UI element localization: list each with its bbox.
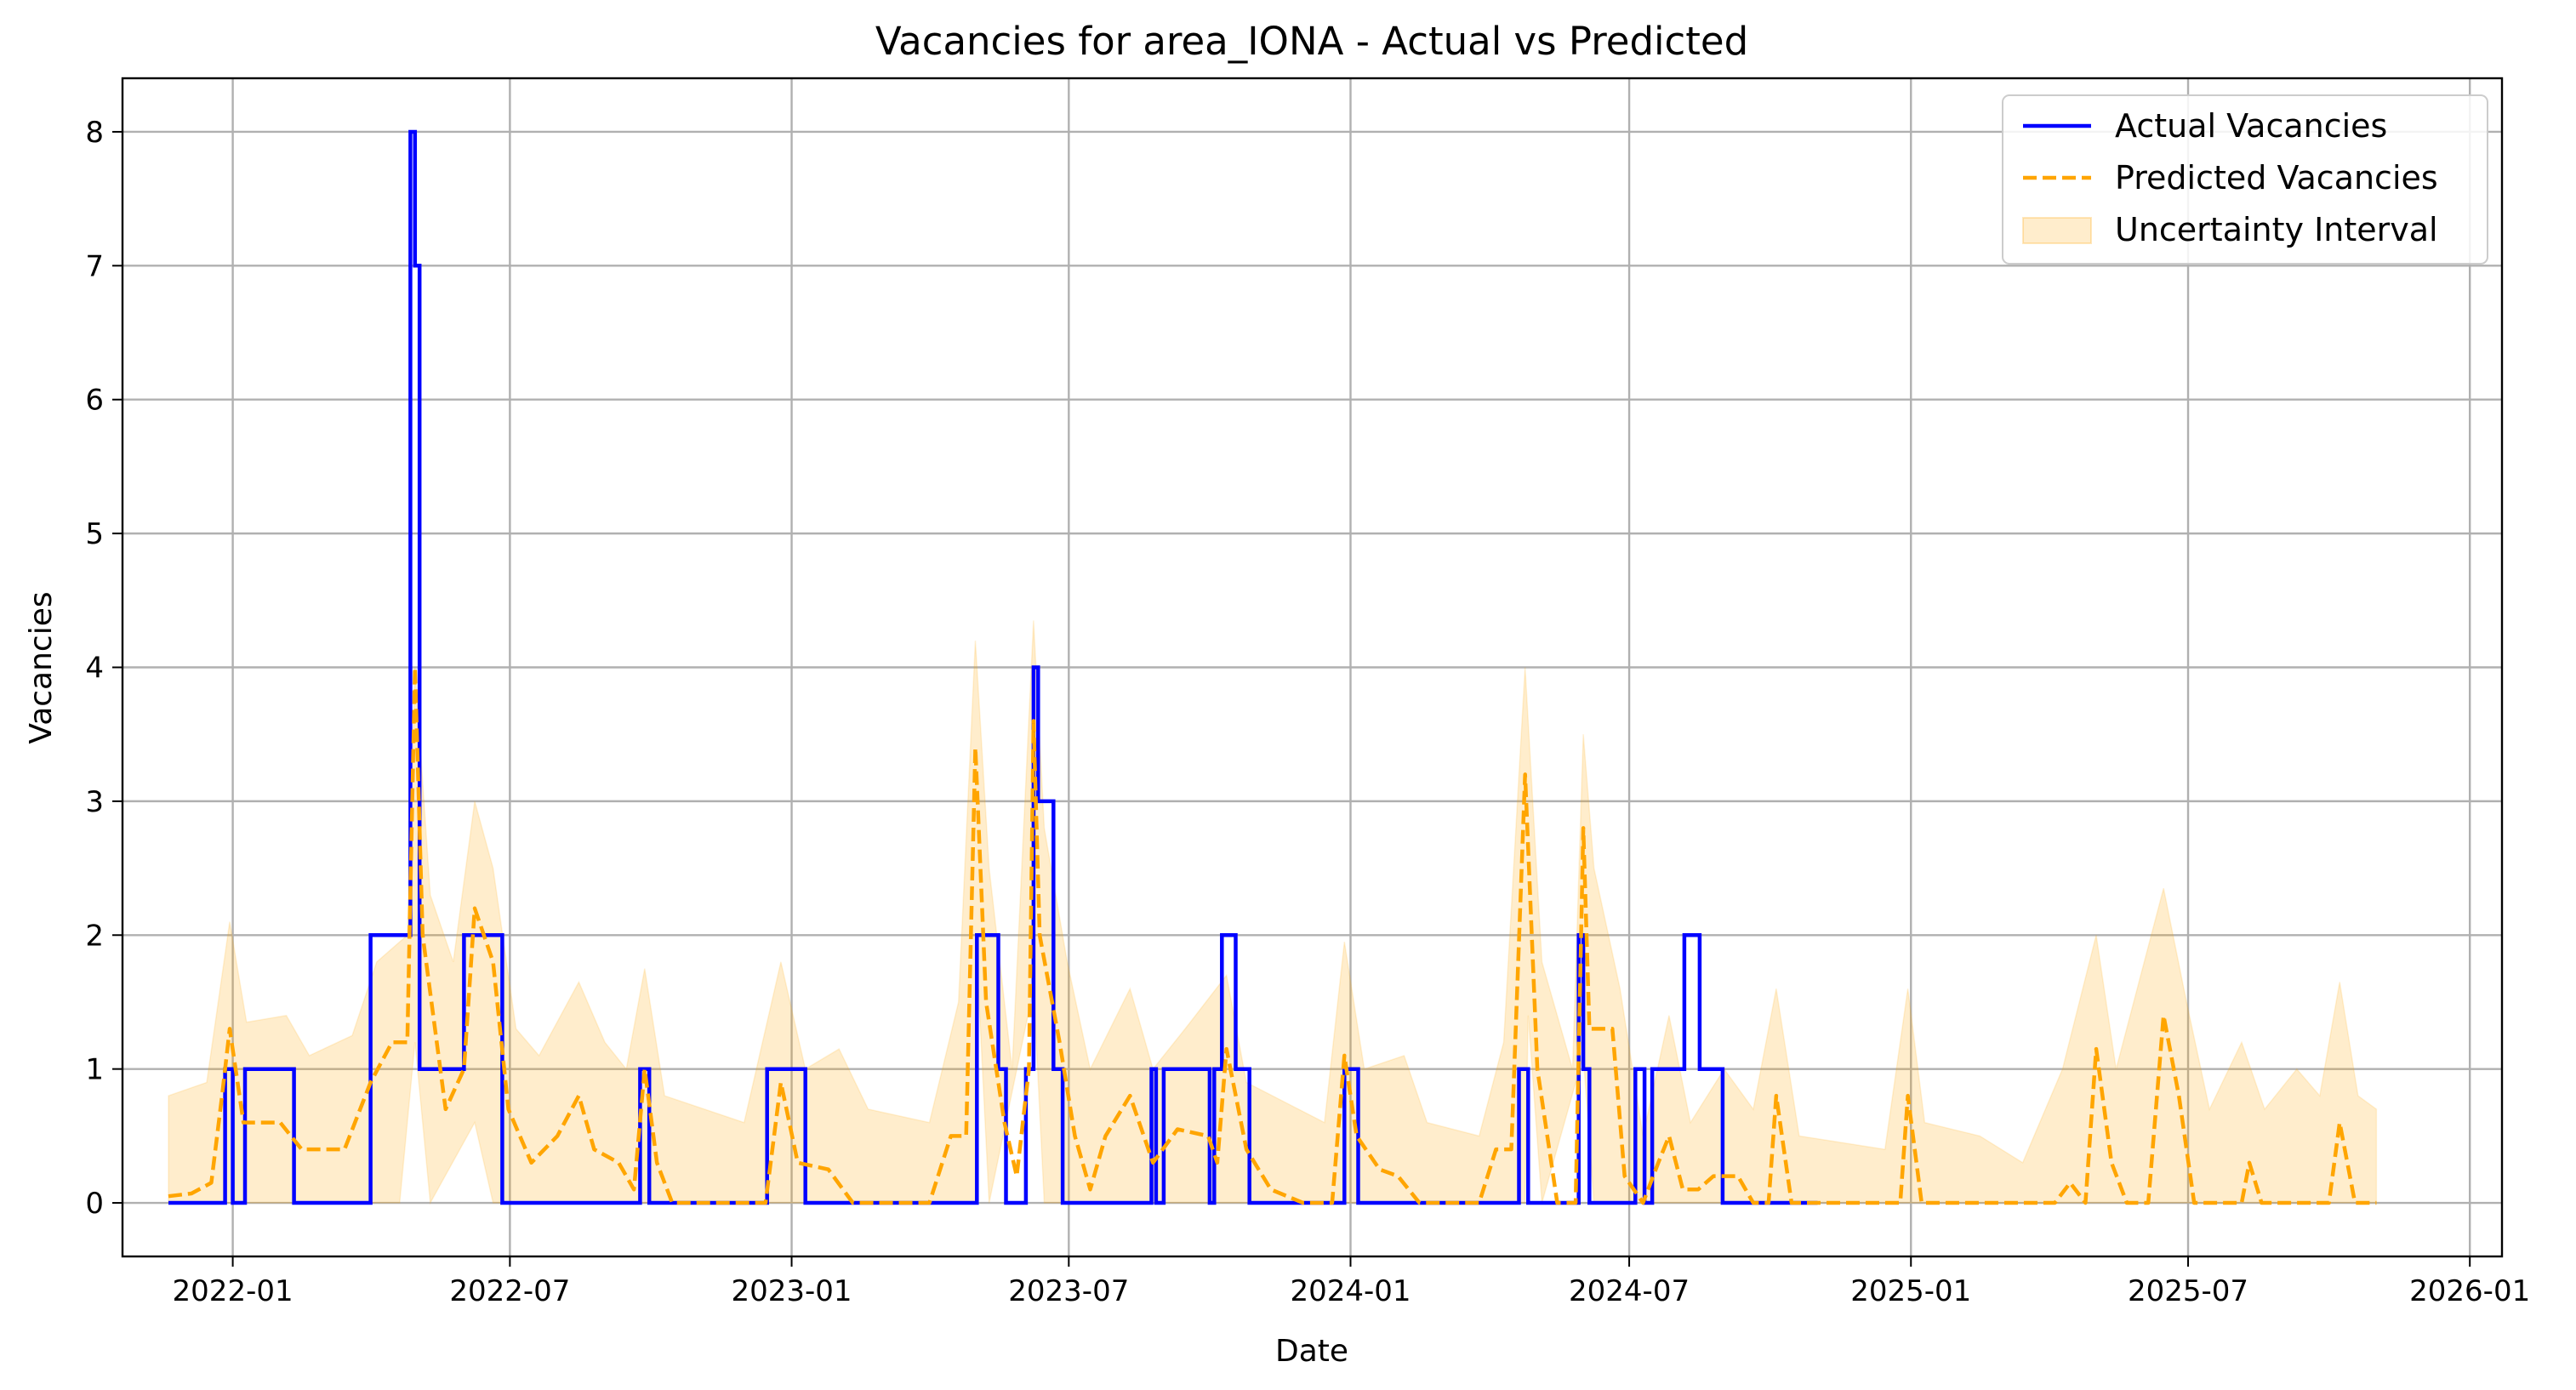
actual-vacancies-line [168,129,1818,1205]
legend-label-predicted: Predicted Vacancies [2115,159,2438,197]
legend-box [2002,94,2488,265]
x-tick-label: 2026-01 [2409,1274,2530,1308]
y-tick-label: 8 [85,116,104,150]
predicted-vacancies-line [168,665,2377,1205]
y-tick-label: 2 [85,919,104,953]
y-tick-label: 7 [85,249,104,283]
legend: Actual Vacancies Predicted Vacancies Unc… [2002,94,2488,265]
legend-swatch-interval [2022,217,2092,244]
x-tick-label: 2023-01 [732,1274,852,1308]
x-axis-title: Date [1275,1334,1348,1369]
x-tick-label: 2023-07 [1008,1274,1129,1308]
legend-label-interval: Uncertainty Interval [2115,211,2438,248]
series-layer [168,129,2377,1205]
y-tick-label: 0 [85,1187,104,1221]
chart-title: Vacancies for area_IONA - Actual vs Pred… [875,19,1748,64]
legend-label-actual: Actual Vacancies [2115,107,2387,145]
uncertainty-interval-band [168,620,2378,1205]
ticks: 2022-01 2022-07 2023-01 2023-07 2024-01 2024-… [85,116,2530,1308]
x-tick-label: 2025-07 [2128,1274,2248,1308]
y-tick-label: 1 [85,1053,104,1087]
x-tick-label: 2022-01 [173,1274,294,1308]
y-tick-label: 6 [85,384,104,418]
y-tick-label: 3 [85,785,104,819]
y-tick-label: 4 [85,652,104,686]
x-tick-label: 2022-07 [449,1274,570,1308]
x-tick-label: 2025-01 [1850,1274,1971,1308]
x-tick-label: 2024-07 [1569,1274,1690,1308]
grid [123,78,2502,1256]
uncertainty-band-layer [168,620,2378,1205]
y-axis-title: Vacancies [24,591,59,743]
y-tick-label: 5 [85,517,104,551]
x-tick-label: 2024-01 [1290,1274,1411,1308]
